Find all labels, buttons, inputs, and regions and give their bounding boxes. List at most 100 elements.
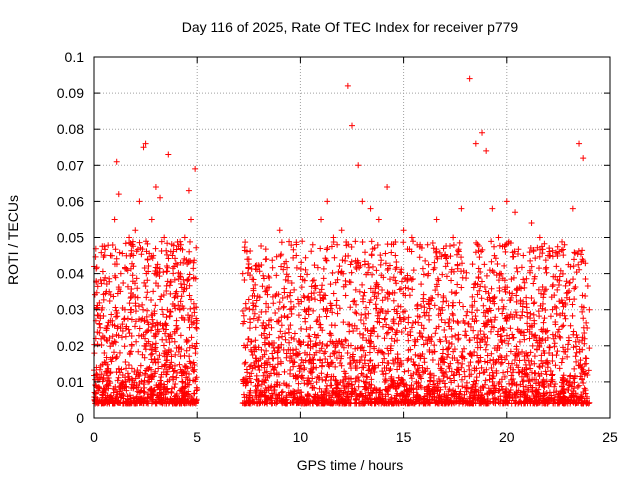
data-point [253, 388, 260, 395]
data-point [484, 335, 491, 342]
data-point [280, 396, 287, 403]
data-point [353, 310, 360, 317]
data-point [162, 330, 169, 337]
data-point [176, 273, 183, 280]
data-point [118, 394, 125, 401]
data-point [307, 344, 314, 351]
data-point [247, 392, 254, 399]
data-point [431, 259, 438, 266]
data-point [171, 303, 178, 310]
data-point [557, 334, 564, 341]
data-point [176, 395, 183, 402]
data-point [451, 377, 458, 384]
data-point [148, 253, 155, 260]
data-point [267, 370, 274, 377]
data-point [308, 248, 315, 255]
data-point [98, 249, 105, 256]
data-point [562, 282, 569, 289]
data-point [373, 267, 380, 274]
data-point [433, 246, 440, 253]
data-point [300, 366, 307, 373]
data-point [441, 326, 448, 333]
data-point [257, 393, 264, 400]
data-point [348, 269, 355, 276]
data-point [451, 390, 458, 397]
data-point [323, 257, 330, 264]
data-point [330, 398, 337, 405]
data-point [532, 388, 539, 395]
data-point [115, 286, 122, 293]
data-point [179, 303, 186, 310]
data-point [263, 347, 270, 354]
data-point [281, 312, 288, 319]
data-point [397, 314, 404, 321]
data-point [344, 82, 351, 89]
data-point [172, 351, 179, 358]
data-point [250, 398, 257, 405]
data-point [584, 371, 591, 378]
data-point [148, 296, 155, 303]
data-point [143, 294, 150, 301]
data-point [106, 275, 113, 282]
data-point [548, 294, 555, 301]
data-point [186, 292, 193, 299]
data-point [380, 400, 387, 407]
data-point [552, 332, 559, 339]
data-point [149, 255, 156, 262]
data-point [387, 325, 394, 332]
data-point [556, 333, 563, 340]
data-point [275, 334, 282, 341]
data-point [250, 287, 257, 294]
data-point [515, 387, 522, 394]
data-point [488, 238, 495, 245]
data-point [436, 393, 443, 400]
data-point [275, 318, 282, 325]
data-point [412, 319, 419, 326]
data-point [362, 311, 369, 318]
data-point [289, 399, 296, 406]
data-point [150, 288, 157, 295]
data-point [306, 392, 313, 399]
data-point [578, 400, 585, 407]
data-point [493, 272, 500, 279]
data-point [251, 359, 258, 366]
data-point [113, 307, 120, 314]
data-point [146, 374, 153, 381]
data-point [516, 369, 523, 376]
data-point [140, 306, 147, 313]
data-point [345, 396, 352, 403]
y-axis-label: ROTI / TECUs [5, 195, 21, 285]
data-point [490, 269, 497, 276]
data-point [309, 400, 316, 407]
data-point [98, 280, 105, 287]
data-point [421, 386, 428, 393]
data-point [129, 260, 136, 267]
data-point [330, 340, 337, 347]
data-point [584, 282, 591, 289]
data-point [540, 319, 547, 326]
data-point [568, 397, 575, 404]
data-point [355, 162, 362, 169]
data-point [319, 363, 326, 370]
data-point [350, 357, 357, 364]
data-point [381, 316, 388, 323]
data-point [258, 381, 265, 388]
data-point [352, 378, 359, 385]
data-point [404, 246, 411, 253]
data-point [193, 304, 200, 311]
data-point [335, 381, 342, 388]
data-point [398, 318, 405, 325]
data-point [325, 361, 332, 368]
data-point [482, 313, 489, 320]
data-point [283, 394, 290, 401]
data-point [485, 308, 492, 315]
data-point [382, 376, 389, 383]
data-point [127, 295, 134, 302]
data-point [244, 256, 251, 263]
data-point [242, 239, 249, 246]
data-point [527, 349, 534, 356]
data-point [399, 376, 406, 383]
data-point [145, 262, 152, 269]
data-point [280, 346, 287, 353]
data-point [144, 240, 151, 247]
